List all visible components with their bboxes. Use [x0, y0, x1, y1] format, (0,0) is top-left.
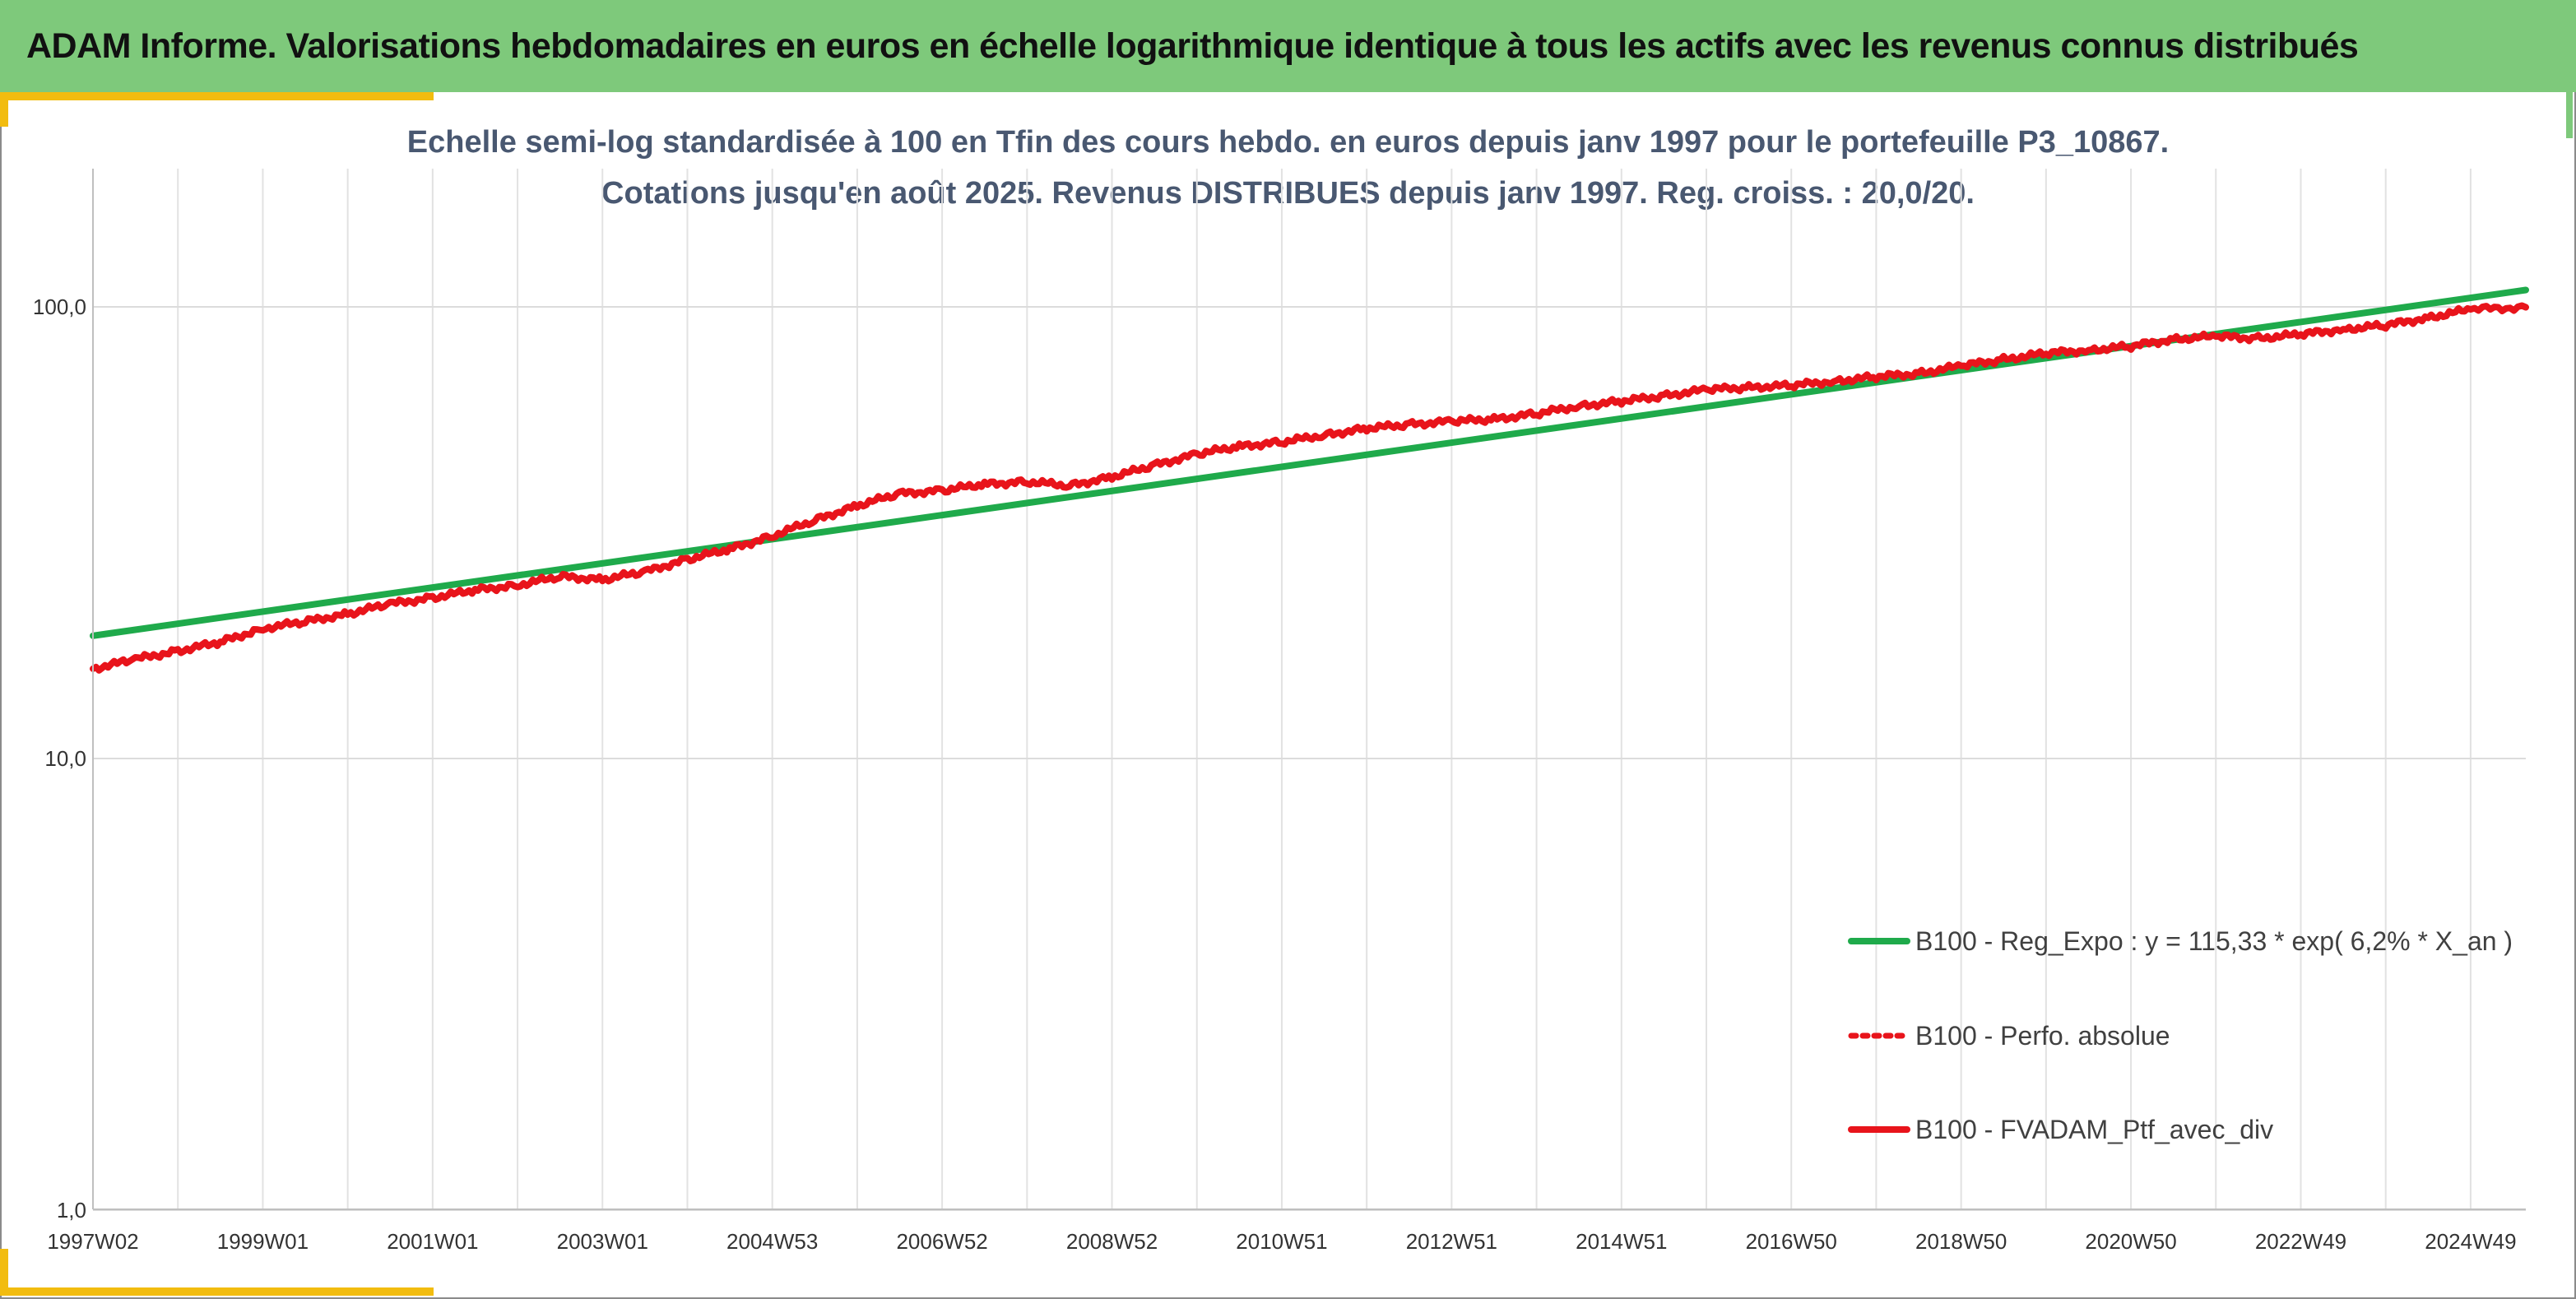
x-tick-label: 2022W49	[2255, 1229, 2346, 1254]
x-tick-label: 2016W50	[1746, 1229, 1837, 1254]
x-tick-label: 1997W02	[47, 1229, 138, 1254]
x-tick-label: 2008W52	[1066, 1229, 1158, 1254]
chart-title-line-2: Cotations jusqu'en août 2025. Revenus DI…	[601, 176, 1975, 211]
x-tick-label: 2024W49	[2425, 1229, 2516, 1254]
x-tick-label: 2014W51	[1576, 1229, 1667, 1254]
legend-label-1: B100 - Perfo. absolue	[1915, 1021, 2170, 1051]
accent-bar-left-bottom	[0, 1249, 8, 1287]
y-tick-label: 1,0	[57, 1198, 86, 1222]
series-line-2	[90, 302, 2529, 674]
legend-label-2: B100 - FVADAM_Ptf_avec_div	[1915, 1115, 2273, 1144]
x-tick-label: 2010W51	[1236, 1229, 1327, 1254]
legend: B100 - Reg_Expo : y = 115,33 * exp( 6,2%…	[1848, 926, 2513, 1144]
accent-bar-bottom	[0, 1287, 434, 1296]
y-tick-label: 10,0	[44, 746, 86, 771]
legend-label-0: B100 - Reg_Expo : y = 115,33 * exp( 6,2%…	[1915, 926, 2513, 956]
series-layer	[90, 286, 2529, 674]
accent-bar-right	[2566, 92, 2573, 138]
axis-layer: 1,0 10,0 100,0 1997W02 1999W01 2001W01 2003W01…	[33, 169, 2526, 1254]
x-tick-label: 2001W01	[387, 1229, 478, 1254]
chart-title-line-1: Echelle semi-log standardisée à 100 en T…	[406, 125, 2170, 160]
y-tick-label: 100,0	[33, 295, 86, 319]
x-tick-label: 2003W01	[557, 1229, 648, 1254]
x-tick-label: 2012W51	[1406, 1229, 1497, 1254]
accent-bar-left-top	[0, 92, 8, 127]
header-title: ADAM Informe. Valorisations hebdomadaire…	[26, 26, 2359, 66]
x-tick-label: 1999W01	[217, 1229, 309, 1254]
header-banner: ADAM Informe. Valorisations hebdomadaire…	[0, 0, 2576, 92]
x-tick-label: 2006W52	[896, 1229, 987, 1254]
x-tick-label: 2020W50	[2085, 1229, 2176, 1254]
grid-layer	[92, 169, 2526, 1211]
accent-bar-top	[0, 92, 434, 100]
x-tick-label: 2004W53	[726, 1229, 818, 1254]
x-tick-label: 2018W50	[1915, 1229, 2007, 1254]
